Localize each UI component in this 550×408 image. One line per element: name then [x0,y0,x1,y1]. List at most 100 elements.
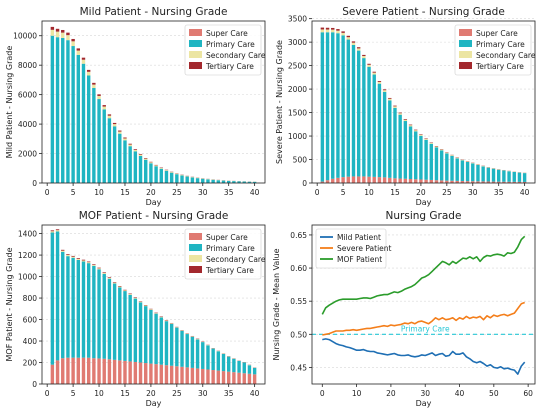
bar-segment-secondary-care [66,35,70,41]
bar-segment-secondary-care [55,230,60,232]
bar-segment-super-care [325,180,330,183]
bar-segment-super-care [175,366,179,384]
bar-segment-secondary-care [61,32,65,38]
bar-segment-super-care [61,358,65,384]
bar-segment-super-care [496,181,501,183]
x-tick-label: 25 [172,389,182,398]
bar-segment-super-care [185,367,189,384]
x-tick-label: 30 [420,389,430,398]
bar-segment-super-care [393,178,397,183]
y-tick-label: 1000 [18,273,37,282]
bar-segment-primary-care [445,153,449,181]
bar-segment-tertiary-care [336,29,340,31]
bar-segment-primary-care [71,46,75,183]
bar-segment-tertiary-care [118,130,122,132]
x-tick-label: 40 [520,188,530,197]
bar-segment-primary-care [92,88,96,183]
bar-segment-primary-care [216,180,221,183]
bar-segment-primary-care [201,342,205,369]
bar-segment-super-care [201,368,205,384]
bar-segment-primary-care [112,126,117,183]
y-tick-label: 3000 [288,38,307,47]
bar-segment-primary-care [502,170,506,182]
bar-segment-super-care [97,358,101,384]
bar-segment-primary-care [237,360,241,373]
panel-mild-patient: Mild Patient - Nursing Grade 0 2000 4000 600… [5,6,266,207]
bar-segment-tertiary-care [123,289,127,291]
legend-label: Super Care [206,29,248,38]
bar-segment-super-care [232,372,236,384]
bar-segment-primary-care [190,177,195,183]
x-tick-label: 40 [250,188,260,197]
y-tick-label: 0 [32,380,37,389]
bar-segment-primary-care [471,163,475,182]
bar-segment-super-care [377,177,382,183]
bar-segment-primary-care [460,160,465,182]
x-tick-label: 25 [442,188,452,197]
bar-segment-secondary-care [465,161,470,162]
bar-segment-super-care [211,370,215,384]
bar-segment-tertiary-care [66,32,70,36]
bar-segment-secondary-care [81,260,86,262]
bar-segment-secondary-care [414,130,418,132]
bar-segment-super-care [424,179,428,183]
bar-segment-tertiary-care [71,38,75,42]
bar-segment-secondary-care [86,71,91,76]
bar-segment-primary-care [216,351,221,371]
bar-segment-secondary-care [398,113,402,115]
bar-segment-secondary-care [86,262,91,264]
bar-segment-tertiary-care [97,267,101,269]
bar-segment-secondary-care [123,138,127,141]
bar-segment-super-care [221,371,226,384]
bar-segment-tertiary-care [419,134,423,135]
legend-swatch [189,255,202,262]
legend-label: Primary Care [206,40,255,49]
bar-segment-tertiary-care [92,82,96,85]
bar-segment-super-care [169,365,174,384]
bar-segment-secondary-care [159,316,163,318]
bar-segment-super-care [237,372,241,384]
bar-segment-primary-care [50,35,55,184]
bar-segment-tertiary-care [107,277,112,278]
bar-segment-tertiary-care [128,143,132,145]
bar-segment-super-care [476,181,480,183]
bar-segment-secondary-care [320,29,325,33]
bar-segment-primary-care [97,269,101,359]
bar-segment-secondary-care [97,95,101,100]
bar-segment-primary-care [149,163,153,183]
bar-segment-super-care [81,357,86,384]
x-tick-label: 30 [198,188,208,197]
bar-segment-primary-care [403,121,408,179]
bar-segment-secondary-care [154,313,158,314]
legend-label: Tertiary Care [205,62,254,71]
bar-segment-primary-care [476,164,480,182]
x-tick-label: 40 [455,389,465,398]
bar-segment-primary-care [331,32,335,179]
bar-segment-secondary-care [123,290,127,292]
legend-swatch [189,244,202,251]
bar-segment-primary-care [496,169,501,182]
bar-segment-primary-care [81,261,86,358]
x-tick-label: 15 [120,188,130,197]
bar-segment-secondary-care [55,31,60,38]
y-tick-label: 0.65 [290,231,307,240]
bar-segment-tertiary-care [50,230,55,232]
bar-segment-tertiary-care [86,261,91,263]
bar-segment-super-care [362,176,366,183]
bar-segment-primary-care [164,170,169,183]
x-tick-label: 0 [320,389,325,398]
bar-segment-super-care [118,360,122,384]
x-tick-label: 0 [45,389,50,398]
bar-segment-secondary-care [138,301,143,303]
plot-frame [41,224,266,385]
bar-segment-primary-care [169,172,174,183]
series-line-mof-patient [321,235,526,315]
y-tick-label: 2000 [18,150,37,159]
bar-segment-secondary-care [71,256,75,258]
bar-segment-super-care [190,367,195,384]
x-tick-label: 0 [45,188,50,197]
bar-segment-primary-care [237,181,241,183]
x-tick-label: 20 [386,389,396,398]
bar-segment-secondary-care [455,157,459,159]
bar-segment-super-care [460,181,465,183]
